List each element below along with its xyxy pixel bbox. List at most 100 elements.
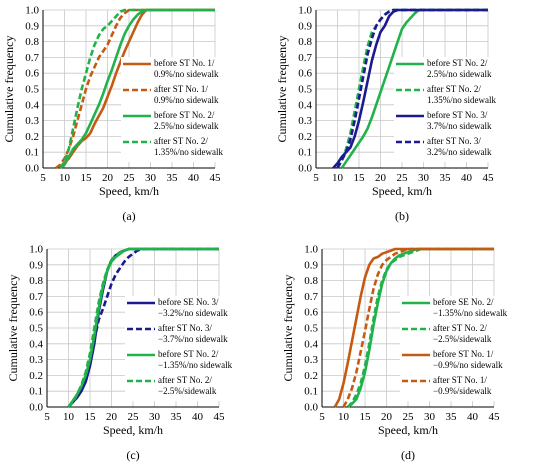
series-line-1 — [59, 8, 215, 169]
x-tick-label: 40 — [461, 172, 473, 184]
series-group — [332, 8, 488, 169]
legend-item: before ST No. 2/−1.35%/no sidewalk — [125, 348, 233, 375]
legend-label: after ST No. 2/ — [427, 84, 481, 94]
legend-item-bg — [394, 83, 492, 110]
legend-label: after ST No. 1/ — [433, 375, 487, 385]
legend-item: before ST No. 2/2.5%/no sidewalk — [394, 57, 492, 84]
legend-label: 1.35%/no sidewalk — [154, 147, 223, 157]
x-axis-title: Speed, km/h — [378, 423, 438, 437]
legend-label: after ST No. 3/ — [158, 323, 212, 333]
y-tick-label: 0.1 — [25, 147, 39, 159]
y-tick-label: 0.9 — [29, 259, 43, 271]
y-tick-label: 1.0 — [25, 5, 39, 17]
legend-label: −0.9%/no sidewalk — [433, 360, 503, 370]
x-tick-label: 10 — [338, 411, 350, 423]
legend: before SE No. 2/−1.35%/no sidewalkafter … — [400, 296, 508, 401]
legend-label: −3.2%/no sidewalk — [158, 308, 228, 318]
legend-label: before ST No. 3/ — [427, 110, 488, 120]
legend-label: 3.2%/no sidewalk — [427, 147, 492, 157]
chart-panel-3: 5 10 15 20 25 30 35 40 45 0.0 0.1 0.2 0.3 0.4 0.5 0.6 0.… — [6, 244, 233, 463]
x-tick-label: 10 — [332, 172, 344, 184]
legend-label: 2.5%/no sidewalk — [427, 69, 492, 79]
legend-label: after ST No. 3/ — [427, 136, 481, 146]
y-tick-label: 0.4 — [304, 338, 318, 350]
y-tick-label: 0.1 — [29, 386, 43, 398]
legend-label: −1.35%/no sidewalk — [433, 308, 508, 318]
y-tick-label: 0.7 — [25, 52, 39, 64]
y-tick-label: 0.9 — [298, 20, 312, 32]
x-tick-label: 25 — [128, 411, 140, 423]
x-tick-label: 30 — [145, 172, 157, 184]
x-tick-label: 15 — [85, 411, 97, 423]
chart-panel-1: 5 10 15 20 25 30 35 40 45 0.0 0.1 0.2 0.3 0.4 0.5 0.6 0.… — [2, 5, 223, 224]
x-tick-label: 40 — [188, 172, 200, 184]
y-tick-label: 0.2 — [25, 131, 39, 143]
y-tick-label: 0.7 — [304, 291, 318, 303]
x-tick-label: 40 — [467, 411, 479, 423]
legend-item: before ST No. 1/−0.9%/no sidewalk — [400, 348, 503, 375]
legend-label: 1.35%/no sidewalk — [427, 95, 496, 105]
series-line-4 — [336, 8, 488, 169]
x-tick-label: 35 — [440, 172, 452, 184]
legend-item: after ST No. 2/1.35%/no sidewalk — [394, 83, 496, 110]
legend-label: −0.9%/sidewalk — [433, 386, 492, 396]
y-axis-title: Cumulative frequency — [6, 275, 20, 382]
y-tick-label: 0.5 — [298, 84, 312, 96]
legend-label: 0.9%/no sidewalk — [154, 95, 219, 105]
y-tick-label: 0.3 — [25, 115, 39, 127]
legend-label: 0.9%/no sidewalk — [154, 69, 219, 79]
y-tick-label: 0.6 — [25, 68, 39, 80]
legend-item: before SE No. 3/−3.2%/no sidewalk — [125, 296, 228, 323]
chart-panel-4: 5 10 15 20 25 30 35 40 45 0.0 0.1 0.2 0.3 0.4 0.5 0.6 0.… — [281, 244, 508, 463]
x-tick-label: 25 — [403, 411, 415, 423]
y-tick-label: 0.0 — [304, 402, 318, 414]
x-tick-label: 30 — [149, 411, 161, 423]
legend-item-bg — [400, 374, 498, 401]
legend-item-bg — [121, 83, 219, 110]
legend-label: −1.35%/no sidewalk — [158, 360, 233, 370]
legend-item: after ST No. 1/−0.9%/sidewalk — [400, 374, 498, 401]
legend-item: after ST No. 3/−3.7%/no sidewalk — [125, 322, 228, 349]
y-tick-label: 0.4 — [29, 338, 43, 350]
legend-label: before SE No. 3/ — [158, 297, 219, 307]
y-tick-label: 0.6 — [304, 307, 318, 319]
series-line-3 — [333, 247, 494, 408]
x-tick-label: 20 — [375, 172, 387, 184]
x-tick-label: 5 — [44, 411, 50, 423]
chart-panel-2: 5 10 15 20 25 30 35 40 45 0.0 0.1 0.2 0.3 0.4 0.5 0.6 0.… — [275, 5, 496, 224]
y-axis-title: Cumulative frequency — [2, 36, 16, 143]
y-tick-label: 0.5 — [304, 323, 318, 335]
y-axis-title: Cumulative frequency — [281, 275, 295, 382]
y-tick-label: 0.6 — [298, 68, 312, 80]
legend-label: −3.7%/no sidewalk — [158, 334, 228, 344]
y-tick-label: 0.4 — [25, 99, 39, 111]
legend-item-bg — [394, 135, 492, 162]
panel-caption: (d) — [401, 448, 415, 462]
legend-label: before ST No. 2/ — [158, 349, 219, 359]
x-tick-label: 25 — [397, 172, 409, 184]
series-line-1 — [340, 8, 488, 169]
x-tick-label: 10 — [59, 172, 71, 184]
y-tick-label: 0.8 — [304, 275, 318, 287]
x-tick-label: 35 — [171, 411, 183, 423]
legend-item: before ST No. 2/2.5%/no sidewalk — [121, 109, 219, 136]
legend-item-bg — [125, 374, 223, 401]
legend-item-bg — [125, 322, 223, 349]
legend-item: before ST No. 1/0.9%/no sidewalk — [121, 57, 219, 84]
series-line-3 — [59, 8, 215, 170]
legend-item: after ST No. 2/−2.5%/sidewalk — [125, 374, 223, 401]
panel-caption: (a) — [122, 209, 135, 223]
series-line-4 — [67, 247, 219, 408]
y-tick-label: 1.0 — [29, 244, 43, 256]
x-axis-title: Speed, km/h — [99, 184, 159, 198]
y-tick-label: 0.3 — [304, 354, 318, 366]
y-tick-label: 0.0 — [25, 163, 39, 175]
series-line-3 — [332, 8, 488, 169]
legend-label: before ST No. 2/ — [427, 58, 488, 68]
legend-label: before ST No. 1/ — [154, 58, 215, 68]
x-tick-label: 15 — [81, 172, 93, 184]
y-tick-label: 0.5 — [29, 323, 43, 335]
